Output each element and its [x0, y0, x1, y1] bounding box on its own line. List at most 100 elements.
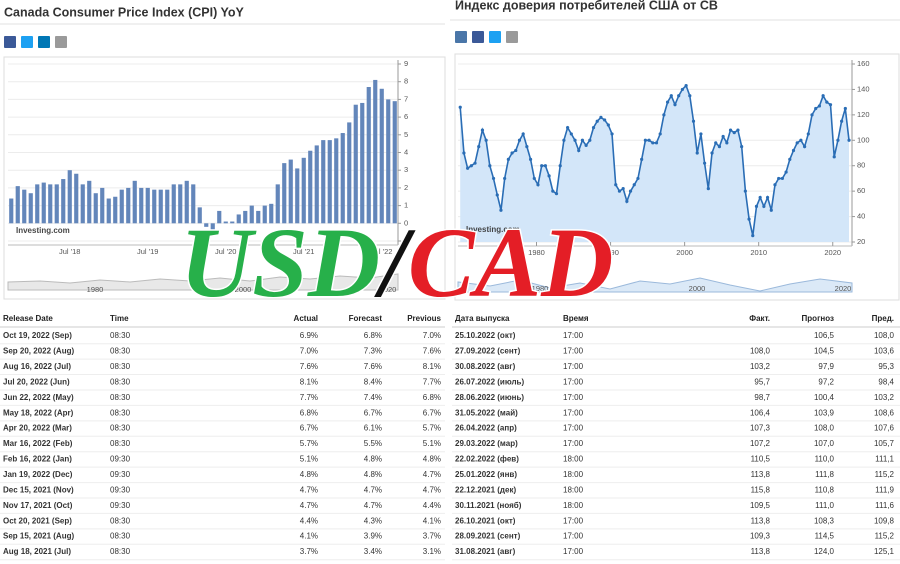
point	[810, 113, 814, 117]
bar	[249, 205, 254, 224]
table-cell: 6.8%	[364, 331, 382, 340]
point	[480, 128, 485, 132]
bar	[373, 79, 378, 224]
point	[625, 199, 629, 203]
table-cell: Jul 20, 2022 (Jun)	[3, 377, 70, 386]
table-cell: 7.0%	[423, 331, 441, 340]
table-cell: 7.3%	[364, 347, 382, 356]
vk-icon[interactable]	[455, 31, 467, 43]
bar	[184, 180, 189, 224]
point	[643, 138, 647, 142]
table-cell: 6.8%	[300, 408, 318, 417]
chart-frame	[454, 53, 900, 301]
point	[784, 170, 788, 174]
point	[584, 143, 588, 147]
point	[466, 166, 470, 170]
table-cell: 115,8	[751, 485, 771, 494]
table-cell: 107,0	[814, 439, 835, 448]
point	[814, 106, 818, 111]
table-cell: 6.8%	[423, 393, 441, 402]
bar	[165, 189, 170, 224]
column-header: Actual	[294, 314, 318, 323]
y-tick-label: 1	[404, 201, 408, 210]
table-cell: 95,7	[754, 377, 770, 386]
y-tick-label: 3	[404, 165, 408, 174]
table-cell: 17:00	[563, 393, 584, 402]
point	[595, 119, 599, 123]
watermark: Investing.com	[466, 225, 520, 234]
point	[758, 195, 762, 200]
tables: Release Date Time Actual Forecast Previous Oc…	[0, 314, 900, 561]
facebook-icon[interactable]	[472, 31, 484, 43]
point	[458, 105, 462, 109]
table-cell: 114,5	[815, 532, 835, 541]
point	[751, 234, 755, 238]
bar	[308, 150, 313, 224]
table-cell: 7.7%	[300, 393, 318, 402]
column-header: Факт.	[749, 314, 770, 323]
bar	[48, 184, 53, 224]
point	[628, 189, 633, 193]
point	[577, 148, 581, 153]
point	[684, 84, 688, 88]
point	[658, 132, 662, 136]
point	[514, 148, 518, 153]
bar	[223, 221, 228, 224]
bar	[236, 214, 241, 224]
point	[558, 164, 562, 168]
table-cell: Jun 22, 2022 (May)	[3, 393, 74, 402]
bar	[379, 88, 384, 224]
twitter-icon[interactable]	[489, 31, 501, 43]
bar	[61, 179, 66, 224]
bar	[353, 104, 358, 224]
y-tick-label: 4	[404, 147, 408, 156]
point	[540, 164, 544, 168]
table-cell: 17:00	[563, 408, 584, 417]
table-cell: 108,3	[814, 516, 835, 525]
point	[543, 164, 547, 168]
table-cell: Aug 16, 2022 (Jul)	[3, 362, 71, 371]
bar	[301, 157, 306, 224]
point	[495, 193, 499, 197]
table-cell: 111,0	[815, 501, 834, 510]
navigator	[457, 277, 853, 293]
table-cell: 109,3	[750, 532, 771, 541]
point	[469, 164, 473, 168]
x-tick-label: Jul '18	[59, 247, 80, 256]
bar	[386, 99, 391, 224]
table-cell: 17:00	[563, 439, 584, 448]
column-header: Time	[110, 314, 129, 323]
facebook-icon[interactable]	[4, 36, 16, 48]
point	[714, 141, 718, 145]
navigator-label: 2000	[689, 284, 706, 293]
table-cell: 26.07.2022 (июль)	[455, 377, 524, 386]
point	[536, 183, 540, 187]
linkedin-icon[interactable]	[38, 36, 50, 48]
point	[673, 103, 677, 107]
bar	[93, 193, 98, 224]
bar	[327, 140, 332, 224]
bar	[9, 198, 14, 224]
bar	[204, 223, 209, 227]
y-tick-label: 2	[404, 183, 408, 192]
mail-icon[interactable]	[506, 31, 518, 43]
bar	[139, 187, 144, 224]
point	[665, 100, 670, 104]
mail-icon[interactable]	[55, 36, 67, 48]
table-cell: 26.04.2022 (апр)	[455, 424, 517, 433]
table-cell: 103,2	[874, 393, 895, 402]
point	[573, 138, 577, 142]
table-cell: 30.08.2022 (авг)	[455, 362, 516, 371]
twitter-icon[interactable]	[21, 36, 33, 48]
column-header: Время	[563, 314, 589, 323]
table-cell: 08:30	[110, 408, 131, 417]
share-icons	[4, 31, 518, 48]
table-cell: 3.7%	[300, 547, 318, 556]
point	[688, 94, 692, 98]
table-cell: Aug 18, 2021 (Jul)	[3, 547, 71, 556]
quote-currency: CAD	[408, 207, 614, 318]
point	[825, 100, 829, 104]
table-cell: 111,9	[875, 485, 894, 494]
point	[562, 138, 566, 142]
table-cell: 18:00	[563, 501, 584, 510]
